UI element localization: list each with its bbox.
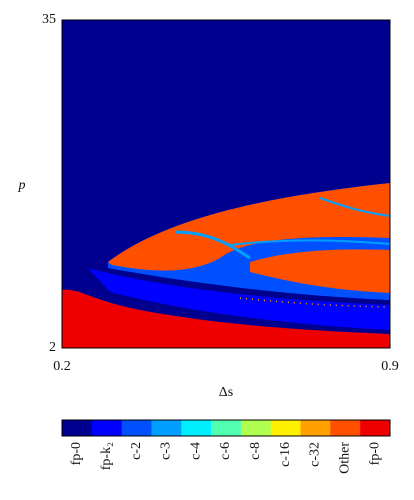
legend-swatch [121, 420, 152, 436]
legend-label: Other [337, 442, 352, 474]
legend-swatch [181, 420, 212, 436]
legend-label: c-3 [159, 442, 174, 460]
region [250, 249, 390, 293]
legend-label: fp-k₂ [99, 442, 114, 470]
legend-label: c-2 [129, 442, 144, 460]
legend-label: c-32 [308, 442, 323, 467]
legend-label: c-6 [218, 442, 233, 460]
legend-swatch [330, 420, 361, 436]
region [62, 289, 390, 348]
legend-swatch [270, 420, 302, 436]
legend-swatch [240, 420, 272, 436]
legend-label: fp-0 [367, 442, 382, 465]
y-axis-label: p [18, 178, 26, 193]
legend-swatch [211, 420, 242, 436]
plot-frame [61, 19, 391, 349]
y-tick-label: 35 [42, 12, 56, 27]
region [174, 230, 251, 260]
legend-swatch [300, 420, 331, 436]
legend-label: c-8 [248, 442, 263, 460]
legend-swatch [62, 420, 93, 436]
region [239, 297, 391, 308]
region [108, 183, 390, 271]
region [319, 197, 391, 217]
region [88, 268, 390, 330]
legend-label: c-4 [188, 442, 203, 460]
x-tick-label: 0.9 [381, 359, 399, 374]
legend-frame [61, 419, 391, 437]
region [229, 239, 391, 246]
legend-swatch [151, 420, 182, 436]
legend-swatch [360, 420, 391, 436]
x-axis-label: Δs [219, 385, 233, 400]
legend-swatch [91, 420, 123, 436]
legend-label: fp-0 [69, 442, 84, 465]
x-tick-label: 0.2 [53, 359, 71, 374]
y-tick-label: 2 [49, 340, 56, 355]
legend-label: c-16 [278, 442, 293, 467]
